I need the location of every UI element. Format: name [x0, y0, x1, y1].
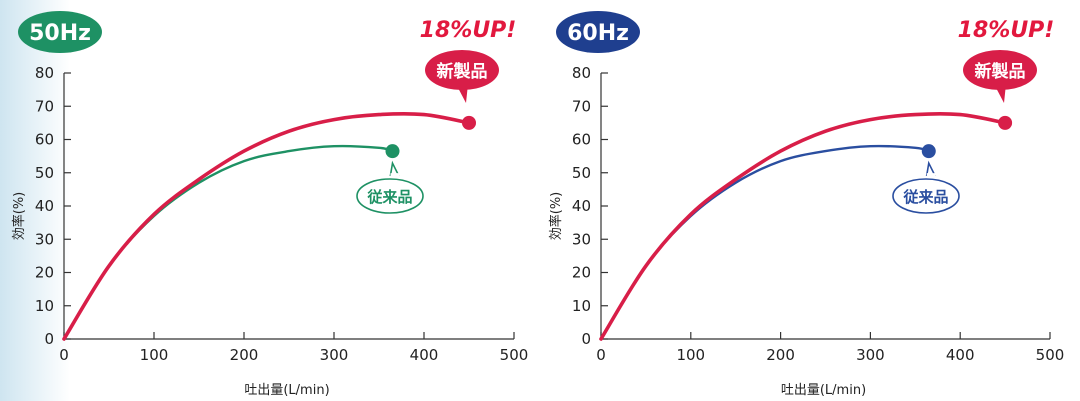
new-product-label: 新製品: [975, 61, 1026, 82]
y-axis-label: 効率(%): [548, 192, 564, 241]
y-tick-label: 30: [35, 230, 54, 248]
series-line-new-product: [62, 111, 471, 341]
chart-1: 0 10 20 30 40 50 60 70 80 0 100 200 300 400 500 吐出量(L/m…: [11, 11, 528, 398]
chart-2: 0 10 20 30 40 50 60 70 80 0 100 200 300 400 500 吐出量(L/m…: [548, 11, 1064, 398]
x-axis-label: 吐出量(L/min): [781, 383, 866, 398]
x-tick-label: 100: [676, 346, 705, 364]
x-tick-label: 400: [410, 346, 439, 364]
x-axis-label: 吐出量(L/min): [244, 383, 329, 398]
x-tick-label: 300: [320, 346, 349, 364]
new-product-callout: 新製品: [963, 50, 1037, 103]
frequency-badge-bg: [18, 11, 102, 53]
old-product-label: 従来品: [902, 188, 948, 206]
callout-bubble: [356, 178, 424, 214]
y-tick-label: 10: [572, 297, 591, 315]
background-wash: [0, 0, 70, 401]
series-line-new-product: [599, 111, 1007, 341]
headline-up-label: 18%UP!: [420, 18, 517, 43]
series-end-point-old-product: [385, 144, 400, 159]
callout-join: [926, 173, 936, 178]
callout-bubble: [963, 50, 1037, 90]
series-line-old-product: [599, 144, 930, 341]
callout-join: [390, 173, 400, 178]
y-tick-label: 30: [572, 230, 591, 248]
y-tick-label: 50: [572, 164, 591, 182]
y-tick-label: 60: [572, 131, 591, 149]
y-tick-label: 40: [35, 197, 54, 215]
frequency-label: 60Hz: [567, 21, 629, 46]
y-tick-label: 70: [572, 97, 591, 115]
series-end-point-old-product: [921, 144, 936, 159]
frequency-badge: 60Hz: [556, 11, 640, 53]
series-end-point-new-product: [462, 115, 476, 130]
y-tick-label: 80: [572, 64, 591, 82]
x-tick-label: 100: [140, 346, 169, 364]
y-axis-label: 効率(%): [11, 192, 27, 241]
y-tick-label: 80: [35, 64, 54, 82]
series-line-old-product: [62, 144, 394, 341]
new-product-label: 新製品: [437, 61, 488, 82]
y-tick-label: 10: [35, 297, 54, 315]
x-tick-label: 0: [59, 346, 69, 364]
old-product-callout: 従来品: [356, 160, 424, 214]
new-product-callout: 新製品: [425, 50, 499, 103]
y-tick-label: 20: [35, 264, 54, 282]
x-tick-label: 200: [766, 346, 795, 364]
y-tick-label: 0: [44, 330, 54, 348]
x-tick-label: 500: [500, 346, 529, 364]
frequency-badge: 50Hz: [18, 11, 102, 53]
frequency-label: 50Hz: [29, 21, 91, 46]
headline-up-label: 18%UP!: [958, 18, 1055, 43]
y-tick-label: 40: [572, 197, 591, 215]
x-tick-label: 200: [230, 346, 259, 364]
x-tick-label: 500: [1036, 346, 1065, 364]
callout-bubble: [425, 50, 499, 90]
frequency-badge-bg: [556, 11, 640, 53]
y-tick-label: 0: [581, 330, 591, 348]
y-tick-label: 50: [35, 164, 54, 182]
x-tick-label: 300: [856, 346, 885, 364]
callout-bubble: [892, 178, 960, 214]
y-tick-label: 70: [35, 97, 54, 115]
x-tick-label: 0: [596, 346, 606, 364]
y-tick-label: 20: [572, 264, 591, 282]
series-end-point-new-product: [998, 115, 1013, 130]
old-product-callout: 従来品: [892, 160, 960, 214]
y-tick-label: 60: [35, 131, 54, 149]
x-tick-label: 400: [946, 346, 975, 364]
old-product-label: 従来品: [366, 188, 412, 206]
